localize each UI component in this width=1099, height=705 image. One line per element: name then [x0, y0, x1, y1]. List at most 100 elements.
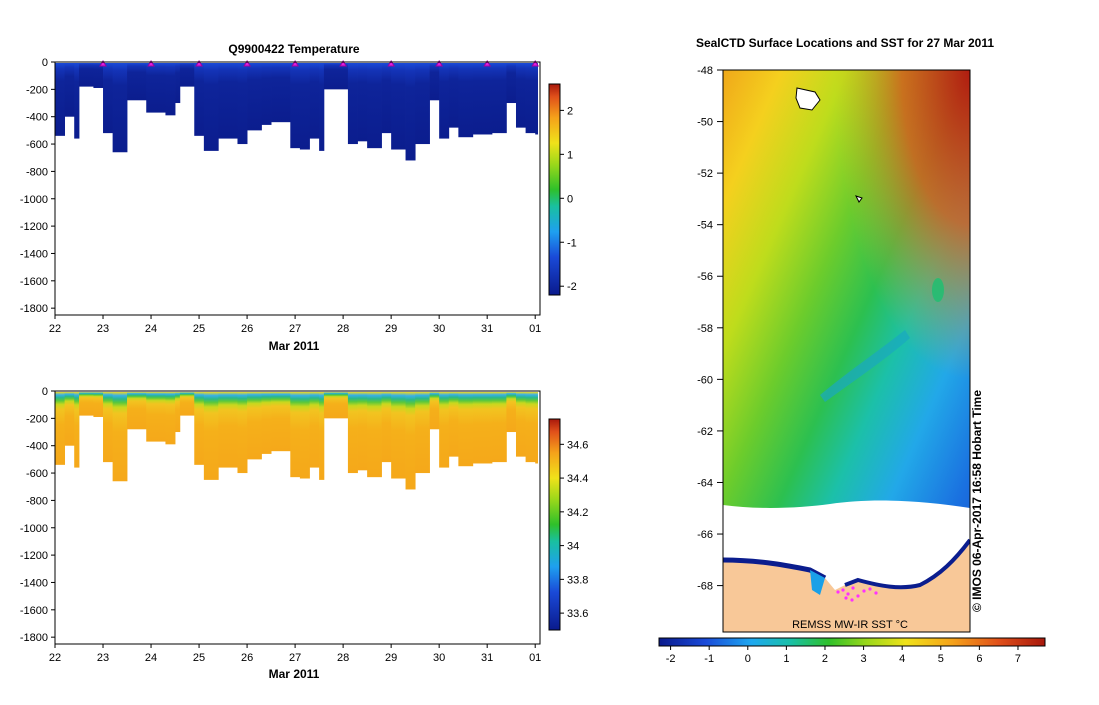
- temperature-profile-bar: [103, 63, 114, 134]
- temperature-profile-bar: [74, 63, 80, 139]
- salinity-profile-bar: [415, 392, 430, 474]
- coastal-polynya: [810, 570, 825, 595]
- temperature-profile-bar: [175, 63, 181, 104]
- surface-profile-marker: [147, 60, 155, 67]
- temperature-plot-frame: [54, 61, 541, 316]
- temperature-profile-bar: [448, 63, 459, 128]
- coastal-sea-ice-band-east: [844, 538, 970, 590]
- temperature-profile-bar: [93, 63, 104, 88]
- temperature-y-tick-label: -1600: [20, 276, 48, 288]
- temperature-x-tick-label: 30: [433, 323, 445, 335]
- sst-colorbar-tick-label: 5: [938, 653, 944, 665]
- temperature-x-tick-label: 28: [337, 323, 349, 335]
- salinity-profile-bar: [299, 392, 310, 479]
- salinity-colorbar-tick-label: 33.6: [567, 608, 588, 620]
- temperature-profile-bar: [261, 63, 272, 125]
- temperature-section-panel: Q9900422 Temperature 0 -200 -400 -600 -800 -1…: [20, 42, 577, 353]
- temperature-colorbar-ticks: -2 -1 0 1 2: [560, 105, 577, 293]
- salinity-profile-bar: [405, 392, 416, 490]
- temperature-y-tick-label: 0: [42, 57, 48, 69]
- temperature-profile-bar: [203, 63, 219, 151]
- salinity-plot-frame: [54, 390, 541, 645]
- salinity-y-tick-label: -1000: [20, 523, 48, 535]
- sst-latitude-tick-label: -68: [697, 581, 713, 593]
- salinity-profile-bar: [103, 392, 114, 463]
- salinity-profile-bar: [74, 392, 80, 468]
- temperature-profile-bar: [112, 63, 128, 153]
- temperature-x-tick-label: 24: [145, 323, 157, 335]
- salinity-profile-bar: [93, 392, 104, 417]
- sst-colorbar-tick-label: -1: [704, 653, 714, 665]
- salinity-y-tick-label: -1800: [20, 632, 48, 644]
- temperature-x-tick-label: 01: [529, 323, 541, 335]
- surface-profile-markers: [99, 60, 540, 67]
- temperature-y-tick-label: -1800: [20, 303, 48, 315]
- salinity-colorbar-tick-label: 33.8: [567, 574, 588, 586]
- surface-profile-marker: [387, 60, 396, 67]
- salinity-profile-bar: [290, 392, 301, 478]
- temperature-profile-bar: [381, 63, 392, 134]
- salinity-y-tick-label: -200: [26, 413, 48, 425]
- temperature-profile-bar: [79, 63, 94, 87]
- salinity-x-tick-label: 22: [49, 652, 61, 664]
- salinity-profile-bar: [194, 392, 205, 465]
- temperature-profile-bar: [237, 63, 248, 145]
- salinity-section-panel: 0 -200 -400 -600 -800 -1000 -1200 -1400 -1600 -18…: [20, 386, 589, 681]
- temperature-y-tick-label: -200: [26, 84, 48, 96]
- salinity-profile-bar: [247, 392, 262, 460]
- salinity-profile-bar: [347, 392, 358, 474]
- surface-profile-marker: [339, 60, 348, 67]
- temperature-x-axis: 22 23 24 25 26 27 28 29 30 31 01: [49, 315, 541, 335]
- temperature-x-tick-label: 25: [193, 323, 205, 335]
- surface-profile-marker: [435, 60, 444, 67]
- sst-latitude-tick-label: -58: [697, 323, 713, 335]
- salinity-profile-bar: [203, 392, 219, 480]
- sst-colorbar-tick-label: 3: [861, 653, 867, 665]
- salinity-field: [55, 392, 538, 490]
- sst-latitude-tick-label: -62: [697, 426, 713, 438]
- sst-colorbar-tick-label: -2: [666, 653, 676, 665]
- salinity-y-tick-label: -1200: [20, 550, 48, 562]
- salinity-x-tick-label: 30: [433, 652, 445, 664]
- salinity-profile-bar: [64, 392, 75, 446]
- salinity-colorbar: [548, 418, 561, 631]
- temperature-x-tick-label: 27: [289, 323, 301, 335]
- temperature-y-tick-label: -800: [26, 166, 48, 178]
- salinity-profile-bar: [491, 392, 507, 463]
- salinity-colorbar-tick-label: 34.2: [567, 507, 588, 519]
- imos-credit: © IMOS 06-Apr-2017 16:58 Hobart Time: [970, 390, 984, 612]
- temperature-profile-bar: [525, 63, 536, 134]
- sst-colorbar-tick-label: 0: [745, 653, 751, 665]
- sst-product-label: REMSS MW-IR SST °C: [792, 619, 908, 631]
- temperature-profile-bar: [415, 63, 430, 145]
- salinity-profile-bar: [429, 392, 440, 430]
- temperature-colorbar-tick-label: -1: [567, 237, 577, 249]
- salinity-x-tick-label: 28: [337, 652, 349, 664]
- salinity-profile-bar: [535, 392, 538, 464]
- seal-ctd-locations: [836, 586, 878, 602]
- sst-field: REMSS MW-IR SST °C: [723, 70, 970, 632]
- temperature-profile-bar: [357, 63, 368, 142]
- sst-map-title: SealCTD Surface Locations and SST for 27…: [696, 36, 994, 50]
- salinity-profile-bar: [439, 392, 450, 468]
- temperature-profile-bar: [458, 63, 474, 138]
- salinity-profile-bar: [319, 392, 325, 480]
- sst-latitude-tick-label: -64: [697, 477, 713, 489]
- temperature-profile-bar: [194, 63, 205, 136]
- salinity-y-tick-label: -1600: [20, 605, 48, 617]
- salinity-x-axis: 22 23 24 25 26 27 28 29 30 31 01: [49, 644, 541, 664]
- salinity-profile-bar: [79, 392, 94, 416]
- sst-front-filament: [820, 330, 910, 402]
- temperature-colorbar-tick-label: -2: [567, 281, 577, 293]
- temperature-x-axis-label: Mar 2011: [269, 339, 320, 353]
- salinity-colorbar-tick-label: 34.4: [567, 473, 588, 485]
- temperature-profile-bar: [319, 63, 325, 151]
- temperature-profile-bar: [439, 63, 450, 139]
- temperature-colorbar-tick-label: 1: [567, 149, 573, 161]
- salinity-profile-bar: [472, 392, 493, 464]
- sst-latitude-tick-label: -48: [697, 65, 713, 77]
- sst-latitude-tick-label: -60: [697, 374, 713, 386]
- temperature-profile-bar: [429, 63, 440, 101]
- temperature-profile-bar: [290, 63, 301, 149]
- salinity-y-tick-label: -400: [26, 441, 48, 453]
